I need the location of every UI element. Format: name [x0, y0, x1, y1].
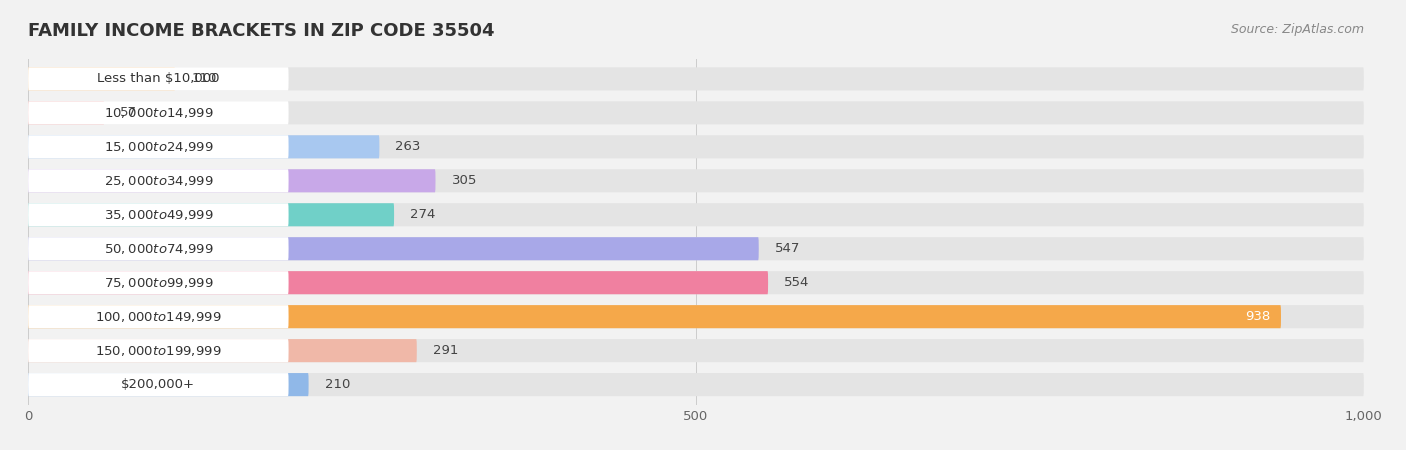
Text: 554: 554: [785, 276, 810, 289]
Text: 263: 263: [395, 140, 420, 153]
FancyBboxPatch shape: [28, 305, 1281, 328]
Text: 210: 210: [325, 378, 350, 391]
FancyBboxPatch shape: [28, 101, 104, 124]
FancyBboxPatch shape: [28, 305, 288, 328]
Text: 57: 57: [121, 106, 138, 119]
Text: $150,000 to $199,999: $150,000 to $199,999: [96, 344, 222, 358]
FancyBboxPatch shape: [28, 135, 1364, 158]
Text: $75,000 to $99,999: $75,000 to $99,999: [104, 276, 214, 290]
FancyBboxPatch shape: [28, 339, 416, 362]
Text: $25,000 to $34,999: $25,000 to $34,999: [104, 174, 214, 188]
FancyBboxPatch shape: [28, 271, 288, 294]
FancyBboxPatch shape: [28, 271, 1364, 294]
FancyBboxPatch shape: [28, 339, 288, 362]
Text: $35,000 to $49,999: $35,000 to $49,999: [104, 208, 214, 222]
Text: Source: ZipAtlas.com: Source: ZipAtlas.com: [1230, 22, 1364, 36]
FancyBboxPatch shape: [28, 203, 288, 226]
FancyBboxPatch shape: [28, 271, 768, 294]
FancyBboxPatch shape: [28, 373, 288, 396]
FancyBboxPatch shape: [28, 237, 288, 260]
Text: FAMILY INCOME BRACKETS IN ZIP CODE 35504: FAMILY INCOME BRACKETS IN ZIP CODE 35504: [28, 22, 495, 40]
FancyBboxPatch shape: [28, 68, 176, 90]
Text: $100,000 to $149,999: $100,000 to $149,999: [96, 310, 222, 324]
FancyBboxPatch shape: [28, 169, 1364, 192]
Text: $50,000 to $74,999: $50,000 to $74,999: [104, 242, 214, 256]
Text: 274: 274: [411, 208, 436, 221]
Text: $15,000 to $24,999: $15,000 to $24,999: [104, 140, 214, 154]
Text: 305: 305: [451, 174, 477, 187]
FancyBboxPatch shape: [28, 203, 1364, 226]
Text: 938: 938: [1246, 310, 1271, 323]
FancyBboxPatch shape: [28, 237, 1364, 260]
FancyBboxPatch shape: [28, 305, 1364, 328]
Text: 110: 110: [191, 72, 217, 86]
FancyBboxPatch shape: [28, 373, 309, 396]
Text: 547: 547: [775, 242, 800, 255]
FancyBboxPatch shape: [28, 237, 759, 260]
FancyBboxPatch shape: [28, 68, 1364, 90]
FancyBboxPatch shape: [28, 339, 1364, 362]
Text: 291: 291: [433, 344, 458, 357]
Text: $10,000 to $14,999: $10,000 to $14,999: [104, 106, 214, 120]
FancyBboxPatch shape: [28, 135, 288, 158]
FancyBboxPatch shape: [28, 203, 394, 226]
Text: $200,000+: $200,000+: [121, 378, 195, 391]
FancyBboxPatch shape: [28, 169, 288, 192]
FancyBboxPatch shape: [28, 101, 288, 124]
FancyBboxPatch shape: [28, 169, 436, 192]
FancyBboxPatch shape: [28, 68, 288, 90]
FancyBboxPatch shape: [28, 373, 1364, 396]
Text: Less than $10,000: Less than $10,000: [97, 72, 219, 86]
FancyBboxPatch shape: [28, 135, 380, 158]
FancyBboxPatch shape: [28, 101, 1364, 124]
